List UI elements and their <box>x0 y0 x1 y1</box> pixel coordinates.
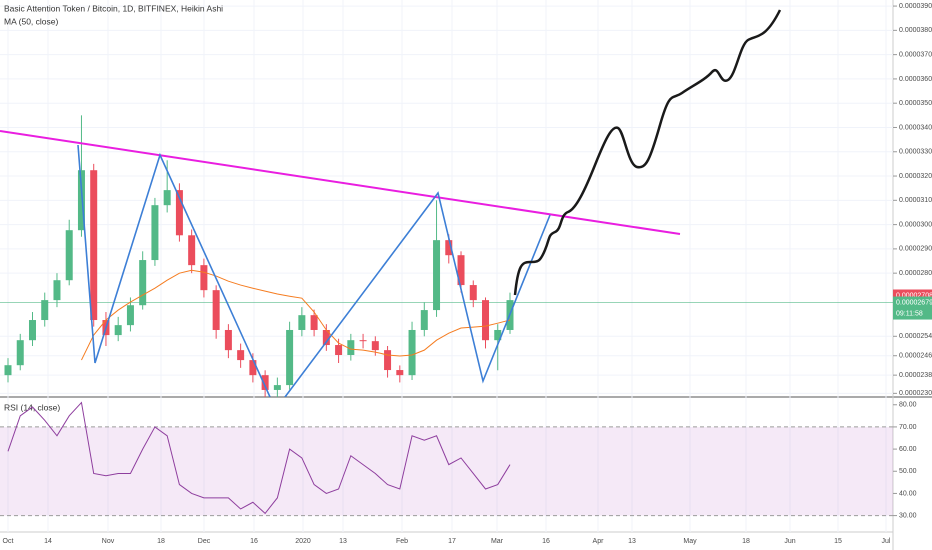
candle-body <box>77 170 85 231</box>
candle-body <box>408 329 416 376</box>
drawings <box>0 9 782 397</box>
candle-body <box>384 350 392 371</box>
countdown: 09:11:58 <box>896 310 923 317</box>
candle-body <box>298 315 306 330</box>
y-tick-label: 0.00002305 <box>899 390 932 397</box>
candle-body <box>151 205 159 261</box>
y-tick-label: 40.00 <box>899 490 917 497</box>
plot <box>4 115 514 397</box>
x-tick-label: Mar <box>491 538 504 545</box>
rsi-line <box>7 401 511 515</box>
x-tick-label: Feb <box>396 538 408 545</box>
candle-body <box>457 255 465 286</box>
rsi-band <box>0 426 893 516</box>
candle-body <box>188 235 196 266</box>
candle-body <box>249 360 257 376</box>
projection <box>513 9 782 296</box>
candle-body <box>200 265 208 291</box>
x-tick-label: 16 <box>250 538 258 545</box>
candle-body <box>224 329 232 351</box>
y-tick-label: 70.00 <box>899 424 917 431</box>
candle-body <box>163 190 171 206</box>
x-tick-label: Jul <box>882 538 891 545</box>
trendline <box>0 130 681 235</box>
candle-body <box>53 280 61 301</box>
candle-body <box>16 340 24 366</box>
x-tick-label: May <box>683 538 697 545</box>
candle-body <box>237 350 245 361</box>
candle-body <box>469 285 477 301</box>
x-tick-label: 18 <box>742 538 750 545</box>
ma-line <box>81 269 511 361</box>
candle-body <box>139 260 147 306</box>
candle-body <box>494 329 502 341</box>
candle-body <box>420 310 428 330</box>
x-tick-label: 13 <box>628 538 636 545</box>
x-tick-label: Jun <box>784 538 795 545</box>
candle-body <box>335 345 343 355</box>
x-tick-label: 13 <box>339 538 347 545</box>
candle-body <box>28 320 36 341</box>
candle-body <box>41 300 49 321</box>
candle-body <box>322 329 330 346</box>
x-tick-label: 18 <box>157 538 165 545</box>
candle-body <box>273 385 281 390</box>
x-tick-label: Nov <box>102 538 115 545</box>
grid <box>0 0 893 532</box>
candle-body <box>65 230 73 281</box>
x-tick-label: 15 <box>834 538 842 545</box>
zigzag <box>284 191 551 397</box>
y-tick-label: 50.00 <box>899 468 917 475</box>
candle-body <box>396 370 404 376</box>
candle-body <box>261 375 269 390</box>
candle-body <box>482 300 490 341</box>
x-tick-label: 16 <box>542 538 550 545</box>
candle-body <box>359 340 367 342</box>
y-tick-label: 60.00 <box>899 446 917 453</box>
x-tick-label: Dec <box>198 538 211 545</box>
candle-body <box>126 305 134 326</box>
x-tick-label: 2020 <box>295 538 311 545</box>
y-tick-label: 30.00 <box>899 512 917 519</box>
ma-label: MA (50, close) <box>4 16 58 26</box>
x-tick-label: Oct <box>3 538 14 545</box>
x-tick-label: 17 <box>448 538 456 545</box>
candle-body <box>371 341 379 351</box>
chart-title: Basic Attention Token / Bitcoin, 1D, BIT… <box>4 3 223 13</box>
candle-body <box>4 365 12 376</box>
candle-body <box>90 170 98 321</box>
x-tick-label: Apr <box>593 538 605 545</box>
candle-body <box>286 329 294 386</box>
x-tick-label: 14 <box>44 538 52 545</box>
candle-body <box>433 240 441 311</box>
candle-body <box>175 190 183 236</box>
price-marker <box>893 296 932 320</box>
y-tick-label: 80.00 <box>899 402 917 409</box>
price-label: 0.00002679 <box>896 299 932 306</box>
candle-body <box>347 340 355 355</box>
candle-body <box>445 240 453 256</box>
candle-body <box>310 315 318 330</box>
candle-body <box>114 325 122 336</box>
high-label: 0.00002708 <box>896 292 932 299</box>
zigzag <box>77 144 271 397</box>
candle-body <box>212 290 220 330</box>
